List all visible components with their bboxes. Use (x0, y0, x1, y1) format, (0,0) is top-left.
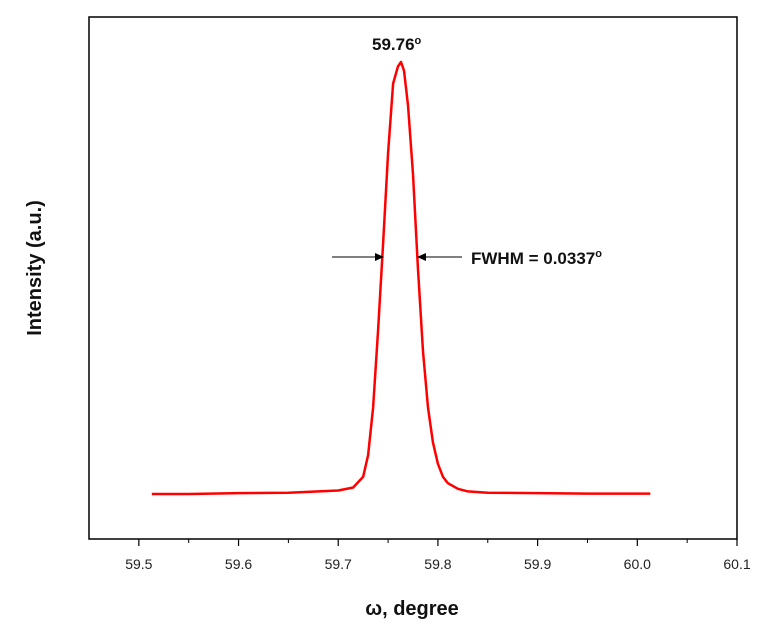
x-axis-tick-labels: 59.5 59.6 59.7 59.8 59.9 60.0 60.1 (125, 556, 751, 572)
x-tick-label: 59.7 (325, 556, 352, 572)
peak-annotation: 59.76o (372, 35, 422, 54)
x-axis-label: ω, degree (365, 598, 459, 620)
plot-frame (88, 16, 738, 540)
fwhm-right-arrowhead (417, 253, 426, 261)
series-line (151, 60, 651, 496)
fwhm-marker (332, 253, 462, 261)
fwhm-annotation: FWHM = 0.0337o (471, 248, 602, 268)
x-tick-label: 59.8 (424, 556, 451, 572)
x-axis-ticks (138, 539, 738, 546)
x-tick-label: 59.9 (524, 556, 551, 572)
y-axis-label: Intensity (a.u.) (24, 200, 46, 336)
x-tick-label: 60.0 (624, 556, 651, 572)
x-tick-label: 59.5 (125, 556, 152, 572)
x-tick-label: 59.6 (225, 556, 252, 572)
x-tick-label: 60.1 (723, 556, 750, 572)
fwhm-left-arrowhead (375, 253, 384, 261)
